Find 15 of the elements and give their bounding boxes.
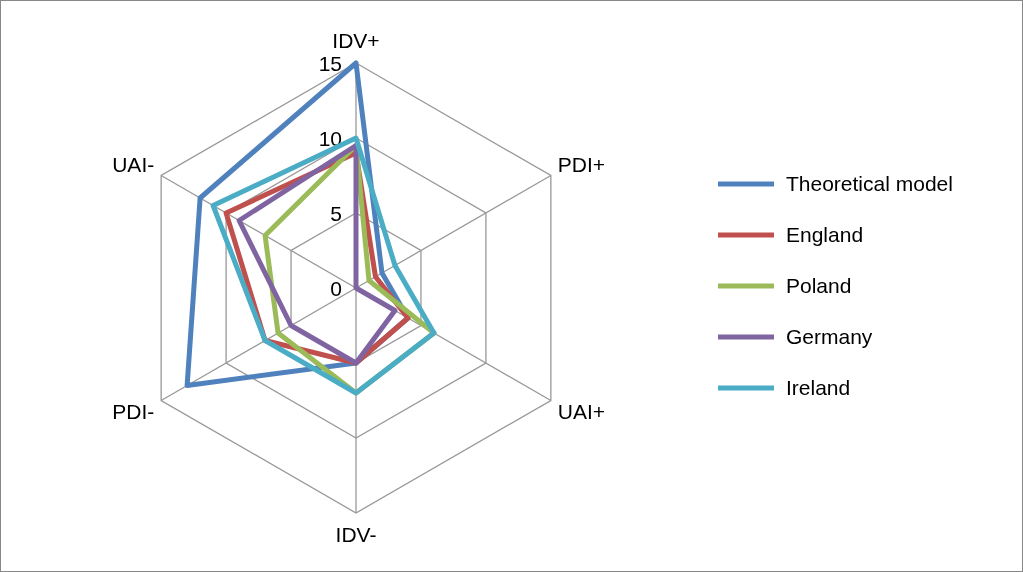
spoke-label: PDI+ bbox=[557, 152, 606, 176]
spoke-label: IDV- bbox=[335, 523, 377, 546]
legend-label: Germany bbox=[786, 325, 873, 348]
legend-label: Theoretical model bbox=[786, 172, 953, 195]
legend-label: Poland bbox=[786, 274, 852, 297]
spoke-label: UAI+ bbox=[557, 399, 606, 423]
spoke-label: IDV+ bbox=[332, 29, 380, 52]
legend-label: Ireland bbox=[786, 376, 851, 399]
y-tick-label: 5 bbox=[330, 202, 342, 225]
y-tick-label: 10 bbox=[318, 127, 342, 150]
spoke-label: UAI- bbox=[112, 152, 155, 176]
spoke-label: PDI- bbox=[112, 399, 155, 423]
y-tick-label: 0 bbox=[330, 277, 342, 300]
legend-label: England bbox=[786, 223, 864, 246]
y-tick-label: 15 bbox=[318, 52, 342, 75]
